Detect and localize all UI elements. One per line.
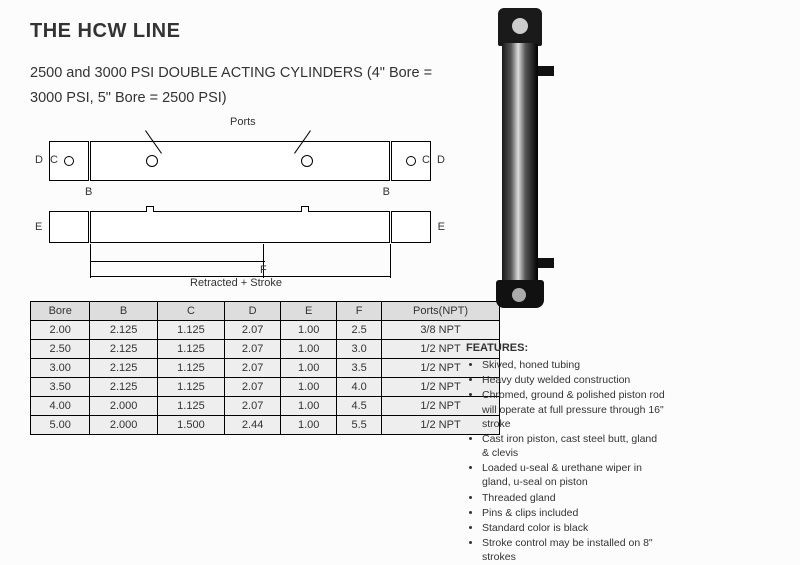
port-hole [146,155,158,167]
retracted-tick-l [90,244,91,278]
table-header-cell: Bore [31,302,90,321]
table-cell: 3.5 [337,359,382,378]
table-cell: 1.00 [281,378,337,397]
port-bump [301,206,309,212]
right-column: FEATURES: Skived, honed tubingHeavy duty… [460,8,790,565]
table-cell: 2.5 [337,321,382,340]
feature-item: Standard color is black [482,521,666,535]
table-header-row: BoreBCDEFPorts(NPT) [31,302,500,321]
subtitle-line-2: 3000 PSI, 5" Bore = 2500 PSI) [30,90,227,106]
feature-item: Loaded u-seal & urethane wiper in gland,… [482,461,666,489]
table-cell: 2.07 [225,378,281,397]
subtitle-line-1: 2500 and 3000 PSI DOUBLE ACTING CYLINDER… [30,65,432,81]
table-cell: 1.500 [157,416,224,435]
clevis-right-side [391,211,431,243]
table-cell: 2.125 [90,378,157,397]
table-cell: 2.07 [225,397,281,416]
table-row: 5.002.0001.5002.441.005.51/2 NPT [31,416,500,435]
table-row: 3.502.1251.1252.071.004.01/2 NPT [31,378,500,397]
table-cell: 1.125 [157,340,224,359]
table-header-cell: F [337,302,382,321]
table-cell: 3.00 [31,359,90,378]
spec-table: BoreBCDEFPorts(NPT) 2.002.1251.1252.071.… [30,301,500,435]
table-header-cell: D [225,302,281,321]
table-cell: 4.00 [31,397,90,416]
dim-c-right: C [422,154,430,166]
features-list: Skived, honed tubingHeavy duty welded co… [466,358,666,564]
table-cell: 1.00 [281,321,337,340]
table-cell: 1.125 [157,397,224,416]
table-cell: 2.125 [90,359,157,378]
subtitle: 2500 and 3000 PSI DOUBLE ACTING CYLINDER… [30,61,450,110]
feature-item: Threaded gland [482,491,666,505]
photo-bottom-clevis [496,280,544,308]
product-photo [460,8,580,308]
features-heading: FEATURES: [466,342,666,354]
feature-item: Skived, honed tubing [482,358,666,372]
photo-cylinder-body [502,43,538,283]
table-cell: 2.07 [225,321,281,340]
table-cell: 1.00 [281,397,337,416]
clevis-left-side [49,211,89,243]
table-cell: 1.00 [281,359,337,378]
table-cell: 2.000 [90,397,157,416]
table-cell: 2.00 [31,321,90,340]
cylinder-top-view [90,141,390,181]
photo-top-clevis [498,8,542,46]
ports-label: Ports [230,116,256,128]
table-cell: 2.44 [225,416,281,435]
photo-port-top [538,66,554,76]
table-cell: 5.00 [31,416,90,435]
table-cell: 2.07 [225,359,281,378]
table-cell: 1.125 [157,378,224,397]
dim-b-left: B [85,186,92,198]
table-cell: 2.125 [90,321,157,340]
table-row: 2.502.1251.1252.071.003.01/2 NPT [31,340,500,359]
dim-c-left: C [50,154,58,166]
table-cell: 2.07 [225,340,281,359]
table-header-cell: B [90,302,157,321]
dim-f: F [260,264,267,276]
cylinder-side-view [90,211,390,243]
feature-item: Heavy duty welded construction [482,373,666,387]
dim-f-line [90,261,265,262]
table-row: 3.002.1251.1252.071.003.51/2 NPT [31,359,500,378]
photo-port-bottom [538,258,554,268]
table-row: 2.002.1251.1252.071.002.53/8 NPT [31,321,500,340]
table-cell: 1.125 [157,321,224,340]
dim-b-right: B [383,186,390,198]
table-cell: 1.00 [281,340,337,359]
dim-d-left: D [35,154,43,166]
feature-item: Stroke control may be installed on 8" st… [482,536,666,564]
table-header-cell: C [157,302,224,321]
dim-e-left: E [35,221,42,233]
table-cell: 3.50 [31,378,90,397]
features-block: FEATURES: Skived, honed tubingHeavy duty… [466,342,666,565]
port-bump [146,206,154,212]
table-cell: 4.5 [337,397,382,416]
table-cell: 2.125 [90,340,157,359]
table-cell: 5.5 [337,416,382,435]
table-cell: 1.125 [157,359,224,378]
feature-item: Chromed, ground & polished piston rod wi… [482,388,666,431]
dim-e-right: E [438,221,445,233]
port-hole [301,155,313,167]
feature-item: Cast iron piston, cast steel butt, gland… [482,432,666,460]
table-cell: 2.000 [90,416,157,435]
retracted-tick-r [390,244,391,278]
table-cell: 1.00 [281,416,337,435]
table-row: 4.002.0001.1252.071.004.51/2 NPT [31,397,500,416]
technical-diagram: Ports D C C D B B E E F Retracted + Stro… [30,116,450,291]
table-body: 2.002.1251.1252.071.002.53/8 NPT2.502.12… [31,321,500,435]
retracted-label: Retracted + Stroke [190,277,282,289]
table-cell: 4.0 [337,378,382,397]
table-cell: 2.50 [31,340,90,359]
feature-item: Pins & clips included [482,506,666,520]
table-header-cell: E [281,302,337,321]
table-cell: 3.0 [337,340,382,359]
dim-d-right: D [437,154,445,166]
